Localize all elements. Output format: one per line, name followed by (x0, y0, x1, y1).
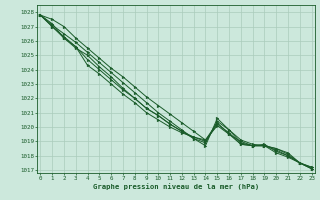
X-axis label: Graphe pression niveau de la mer (hPa): Graphe pression niveau de la mer (hPa) (93, 184, 259, 190)
